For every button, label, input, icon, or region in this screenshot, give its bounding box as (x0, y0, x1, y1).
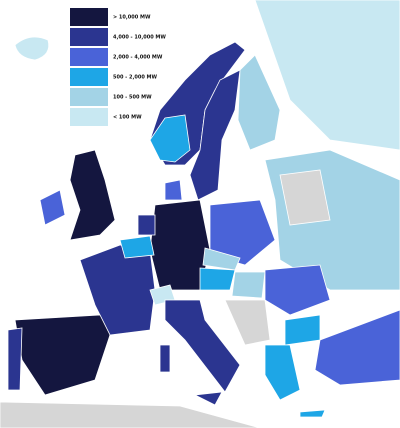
denmark (164, 179, 183, 201)
legend-swatch (70, 68, 108, 86)
legend-label: 4,000 - 10,000 MW (113, 35, 166, 41)
legend-label: < 100 MW (113, 115, 142, 121)
legend-label: 2,000 - 4,000 MW (113, 55, 163, 61)
finland (237, 54, 281, 151)
sweden (189, 69, 241, 201)
greece (264, 344, 301, 401)
ireland (39, 189, 66, 226)
legend: > 10,000 MW 4,000 - 10,000 MW 2,000 - 4,00… (70, 8, 166, 126)
legend-label: 100 - 500 MW (113, 95, 152, 101)
north-russia (254, 0, 400, 151)
poland (209, 199, 276, 266)
sicily (193, 391, 223, 406)
netherlands (137, 214, 156, 236)
bulgaria (284, 314, 321, 346)
portugal (7, 327, 23, 391)
belgium (119, 235, 155, 259)
legend-label: 500 - 2,000 MW (113, 75, 158, 81)
balkans (224, 299, 271, 346)
south-norway (149, 114, 191, 163)
iceland (14, 36, 50, 61)
crete (299, 409, 326, 418)
legend-swatch (70, 88, 108, 106)
north-africa (0, 401, 261, 428)
legend-swatch (70, 108, 108, 126)
austria (199, 267, 236, 291)
hungary (231, 271, 266, 299)
italy (164, 299, 241, 393)
legend-swatch (70, 8, 108, 26)
legend-label: > 10,000 MW (113, 15, 151, 21)
legend-swatch (70, 28, 108, 46)
romania (264, 264, 331, 316)
sardinia (159, 344, 171, 373)
uk (69, 149, 116, 241)
spain (14, 314, 111, 396)
belarus (279, 169, 331, 226)
turkey (314, 309, 400, 386)
legend-swatch (70, 48, 108, 66)
